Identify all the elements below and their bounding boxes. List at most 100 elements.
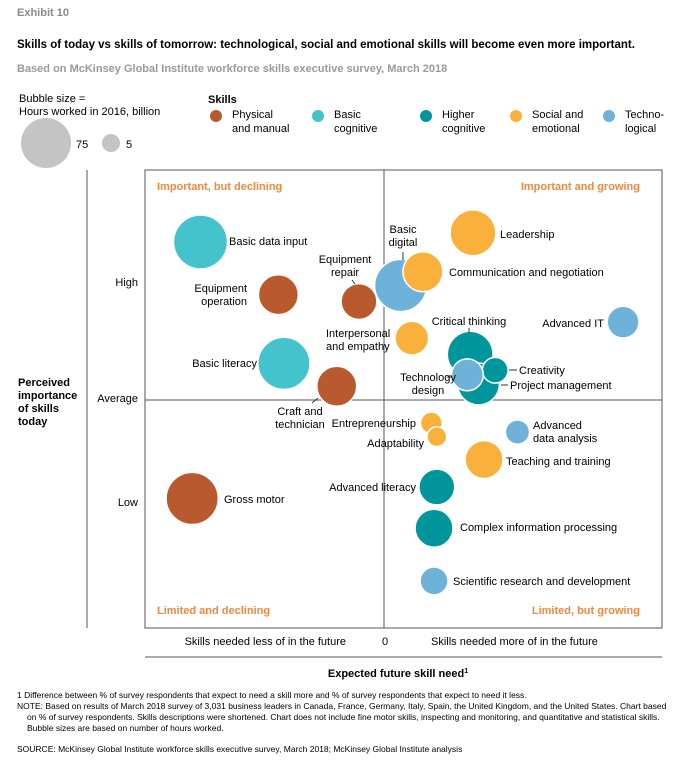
bubble-creativity xyxy=(481,356,509,384)
size-legend: 75 5 xyxy=(21,118,132,168)
bubble-label-basic-digital: Basic digital xyxy=(389,224,418,249)
bubble-label-entrepreneurship: Entrepreneurship xyxy=(332,418,416,430)
bubble-label-basic-literacy: Basic literacy xyxy=(192,358,257,370)
bubble-size-line1: Bubble size = xyxy=(19,93,86,105)
legend-label-line2: and manual xyxy=(232,123,290,135)
bubble-label-communication-and-negotiation: Communication and negotiation xyxy=(449,267,604,279)
legend-swatch xyxy=(420,110,432,122)
bubble-label-advanced-data-analysis: Advanced data analysis xyxy=(533,420,598,445)
bubble-scientific-research-and-development xyxy=(419,566,449,596)
leader-line-equipment-repair xyxy=(351,279,356,285)
legend-item-higher: Higher cognitive xyxy=(420,108,486,136)
y-tick-average: Average xyxy=(97,393,138,405)
chart-axes: Important, but declining Important and g… xyxy=(18,169,663,680)
bubble-label-advanced-literacy: Advanced literacy xyxy=(329,482,416,494)
bubble-technology-design xyxy=(450,358,485,392)
bubble-communication-and-negotiation xyxy=(402,251,444,293)
x-axis-title-text: Expected future skill need xyxy=(328,668,464,680)
exhibit-number: Exhibit 10 xyxy=(17,7,69,19)
bubble-label-equipment-operation: Equipment operation xyxy=(194,283,247,308)
size-legend-large-bubble xyxy=(21,118,71,168)
bubble-advanced-data-analysis xyxy=(504,419,531,445)
y-axis-title-line: Perceived xyxy=(18,377,70,389)
bubble-size-caption: Bubble size = Hours worked in 2016, bill… xyxy=(19,93,160,119)
bubble-label-interpersonal-and-empathy: Interpersonal and empathy xyxy=(326,328,390,353)
bubble-gross-motor xyxy=(165,471,220,526)
legend-item-tech: Techno-logical xyxy=(603,108,665,136)
bubble-basic-data-input xyxy=(172,214,229,270)
y-axis-title-line: today xyxy=(18,416,48,428)
legend-item-social: Social and emotional xyxy=(510,108,584,136)
bubble-leadership xyxy=(449,209,497,257)
x-tick-right: Skills needed more of in the future xyxy=(431,636,598,648)
legend-label-line2: logical xyxy=(625,123,657,135)
footnote-1: 1 Difference between % of survey respond… xyxy=(17,690,527,700)
legend-label-line1: Basic xyxy=(334,109,361,121)
footnote-source: SOURCE: McKinsey Global Institute workfo… xyxy=(17,744,463,754)
legend-label-line2: emotional xyxy=(532,123,580,135)
bubble-teaching-and-training xyxy=(464,439,504,480)
size-legend-small-bubble xyxy=(102,134,120,152)
bubble-label-technology-design: Technology design xyxy=(400,372,456,397)
bubble-advanced-literacy xyxy=(418,468,456,506)
bubble-label-adaptability: Adaptability xyxy=(367,438,424,450)
legend-label-line1: Social and xyxy=(532,109,584,121)
legend-label-line2: cognitive xyxy=(442,123,486,135)
quadrant-label-bottom-right: Limited, but growing xyxy=(532,605,640,617)
bubble-label-craft-and-technician: Craft and technician xyxy=(275,406,325,431)
quadrant-label-top-right: Important and growing xyxy=(521,181,640,193)
bubble-equipment-operation xyxy=(257,273,300,316)
bubble-adaptability xyxy=(426,426,448,448)
bubble-label-basic-data-input: Basic data input xyxy=(229,236,307,248)
legend-label-line1: Higher xyxy=(442,109,475,121)
bubble-label-creativity: Creativity xyxy=(519,365,565,377)
bubble-label-project-management: Project management xyxy=(510,380,612,392)
x-axis-title: Expected future skill need1 xyxy=(328,668,468,680)
bubble-complex-information-processing xyxy=(414,508,454,548)
legend-title: Skills xyxy=(208,94,237,106)
legend-label-line1: Techno- xyxy=(625,109,665,121)
bubble-label-scientific-research-and-development: Scientific research and development xyxy=(453,576,630,588)
y-axis-title-line: of skills xyxy=(18,403,59,415)
legend-swatch xyxy=(510,110,522,122)
size-legend-large-value: 75 xyxy=(76,139,88,151)
x-tick-left: Skills needed less of in the future xyxy=(185,636,346,648)
quadrant-label-bottom-left: Limited and declining xyxy=(157,605,270,617)
legend-label-line1: Physical xyxy=(232,109,273,121)
bubble-label-leadership: Leadership xyxy=(500,229,554,241)
bubble-labels: Basic data input Equipment operation Equipm… xyxy=(192,224,630,588)
legend-item-physical: Physical and manual xyxy=(210,108,290,136)
chart-subtitle: Based on McKinsey Global Institute workf… xyxy=(17,63,448,75)
bubble-label-gross-motor: Gross motor xyxy=(224,494,285,506)
bubble-label-teaching-and-training: Teaching and training xyxy=(506,456,611,468)
bubble-basic-literacy xyxy=(257,336,311,391)
bubble-label-advanced-it: Advanced IT xyxy=(542,318,604,330)
legend-item-basic: Basic cognitive xyxy=(312,108,378,136)
leader-line-craft-and-technician xyxy=(311,397,319,404)
legend-swatch xyxy=(603,110,615,122)
legend-swatch xyxy=(312,110,324,122)
chart-title: Skills of today vs skills of tomorrow: t… xyxy=(17,39,635,51)
bubble-label-critical-thinking: Critical thinking xyxy=(432,316,507,328)
x-tick-zero: 0 xyxy=(382,636,388,648)
y-tick-low: Low xyxy=(118,497,138,509)
bubble-label-equipment-repair: Equipment repair xyxy=(319,254,372,279)
bubble-size-line2: Hours worked in 2016, billion xyxy=(19,106,161,118)
size-legend-small-value: 5 xyxy=(126,139,132,151)
y-tick-high: High xyxy=(115,277,138,289)
bubbles xyxy=(165,209,640,596)
y-axis-title-line: importance xyxy=(18,390,77,402)
bubble-interpersonal-and-empathy xyxy=(394,320,430,356)
y-axis-title: Perceived importance of skills today xyxy=(18,377,77,428)
legend-label-line2: cognitive xyxy=(334,123,378,135)
bubble-equipment-repair xyxy=(340,282,378,321)
bubble-craft-and-technician xyxy=(316,365,358,407)
plot-frame xyxy=(144,169,663,629)
bubble-label-complex-information-processing: Complex information processing xyxy=(460,522,617,534)
quadrant-label-top-left: Important, but declining xyxy=(157,181,282,193)
footnote-note: NOTE: Based on results of March 2018 sur… xyxy=(17,701,667,733)
legend-swatch xyxy=(210,110,222,122)
bubble-advanced-it xyxy=(606,305,640,339)
